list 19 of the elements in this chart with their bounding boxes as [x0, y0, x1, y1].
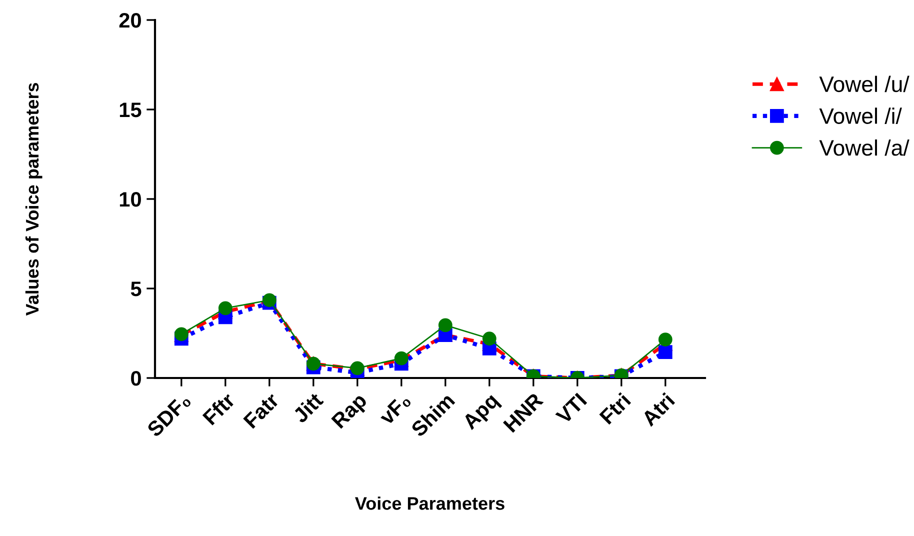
x-tick-label: VTI [555, 392, 588, 425]
y-tick-label: 0 [131, 371, 141, 386]
x-tick-label: Ftri [598, 392, 632, 425]
x-tick-label: Fatr [243, 392, 280, 429]
legend-label: Vowel /i/ [819, 108, 902, 124]
x-tick-label: Rap [331, 392, 371, 432]
x-tick-label: Apq [462, 392, 502, 434]
legend-label: Vowel /a/ [819, 139, 910, 156]
x-tick-label: Atri [640, 392, 676, 428]
x-tick-label: Jitt [292, 391, 324, 424]
y-axis-title: Values of Voice parameters [25, 82, 42, 316]
y-tick-label: 20 [119, 13, 141, 28]
y-tick-label: 10 [120, 192, 141, 207]
x-tick-label: vF₀ [378, 392, 412, 426]
x-tick-label: Fftr [202, 391, 236, 426]
legend-label: Vowel /u/ [819, 76, 910, 92]
y-tick-label: 15 [120, 102, 142, 118]
y-tick-label: 5 [130, 282, 142, 296]
x-axis-title: Voice Parameters [355, 496, 504, 510]
